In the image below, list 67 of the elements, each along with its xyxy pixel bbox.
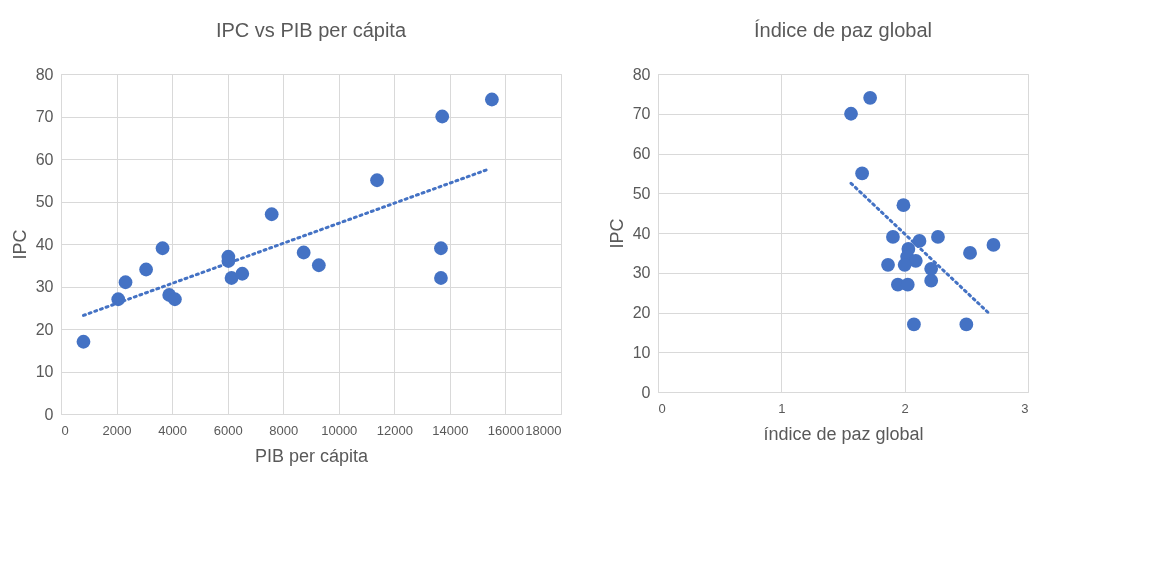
y-tick-label: 10 <box>632 343 651 361</box>
x-tick-label: 2 <box>901 400 909 416</box>
point <box>986 238 1001 252</box>
chart-title: IPC vs PIB per cápita <box>215 19 407 41</box>
point <box>844 106 858 121</box>
y-tick-label: 30 <box>35 278 54 295</box>
point <box>485 92 499 107</box>
y-tick-label: 40 <box>632 224 651 242</box>
y-tick-label: 80 <box>632 65 651 83</box>
x-tick-label: 1 <box>778 400 786 416</box>
point <box>855 166 870 181</box>
x-axis-title: PIB per cápita <box>254 445 370 466</box>
point <box>235 266 250 281</box>
x-tick-label: 16000 <box>487 422 525 438</box>
point <box>896 198 911 213</box>
point <box>963 246 977 260</box>
point <box>370 173 384 188</box>
point <box>886 230 900 244</box>
x-tick-label: 4000 <box>158 422 188 438</box>
point <box>959 317 974 332</box>
y-tick-label: 30 <box>632 264 651 282</box>
point <box>897 257 912 272</box>
x-tick-label: 8000 <box>269 422 299 438</box>
point <box>264 207 279 222</box>
x-tick-label: 10000 <box>321 422 358 438</box>
point <box>435 109 450 124</box>
chart-title: Índice de paz global <box>754 19 932 41</box>
x-tick-label: 0 <box>658 400 666 416</box>
point <box>900 277 915 292</box>
y-axis-title: IPC <box>606 218 627 249</box>
y-tick-label: 10 <box>35 363 54 380</box>
point <box>139 262 153 277</box>
point <box>168 292 182 307</box>
x-tick-label: 12000 <box>376 422 413 438</box>
x-tick-label: 6000 <box>213 422 243 438</box>
point <box>224 271 239 285</box>
point <box>76 334 91 349</box>
y-tick-label: 50 <box>35 193 54 210</box>
y-tick-label: 50 <box>632 184 651 202</box>
y-tick-label: 40 <box>35 235 54 253</box>
y-tick-label: 60 <box>35 150 54 168</box>
x-tick-label: 2000 <box>102 422 132 438</box>
y-tick-label: 0 <box>641 383 651 401</box>
point <box>434 271 448 285</box>
point <box>881 257 895 272</box>
point <box>924 273 939 288</box>
point <box>434 241 448 256</box>
x-axis-title: índice de paz global <box>763 423 924 444</box>
x-tick-label: 0 <box>61 422 69 438</box>
x-tick-label: 3 <box>1021 400 1029 416</box>
point <box>931 230 945 244</box>
point <box>311 258 326 273</box>
point <box>924 261 939 276</box>
y-tick-label: 20 <box>632 304 651 321</box>
point <box>296 245 311 260</box>
x-tick-label: 18000 <box>525 422 562 438</box>
point <box>863 90 878 105</box>
y-tick-label: 60 <box>632 145 651 162</box>
y-tick-label: 70 <box>35 108 54 125</box>
x-tick-label: 14000 <box>432 422 469 438</box>
y-tick-label: 20 <box>35 320 54 338</box>
y-tick-label: 70 <box>632 105 651 123</box>
point <box>155 241 170 256</box>
y-tick-label: 80 <box>35 65 54 83</box>
y-axis-title: IPC <box>9 229 30 260</box>
point <box>118 275 133 290</box>
point <box>907 317 921 332</box>
